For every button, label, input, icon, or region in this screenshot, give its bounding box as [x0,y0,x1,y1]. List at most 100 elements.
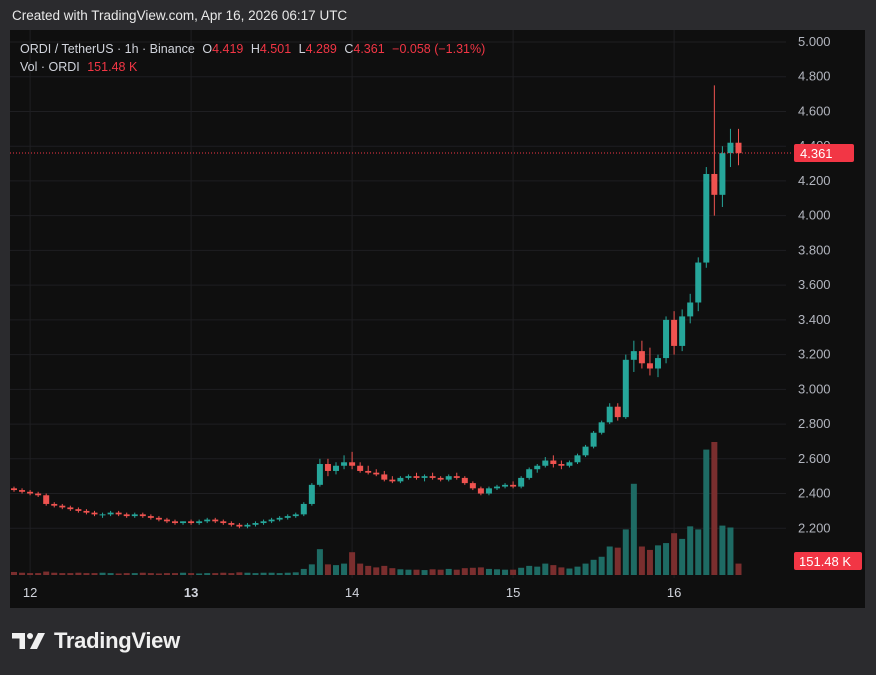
volume-bar [300,568,307,575]
candle-body [349,462,356,466]
volume-bar [526,565,533,575]
candle-body [19,490,26,492]
volume-bar [91,573,98,575]
volume-bar [349,552,356,575]
candle-body [67,507,74,510]
last-volume-tag [794,552,862,570]
candle-body [91,512,98,515]
low-value: 4.289 [305,42,337,56]
volume-bar [188,573,195,575]
volume-bar [703,449,710,575]
y-axis-label: 4.600 [798,103,831,118]
candle-body [719,153,726,195]
candle-body [59,505,66,508]
y-axis-label: 2.800 [798,416,831,431]
volume-bar [212,573,219,575]
legend-ohlc-row: ORDI / TetherUS · 1h · Binance O4.419 H4… [20,40,485,58]
volume-bar [638,546,645,575]
volume-bar [333,565,339,575]
y-axis-label: 3.000 [798,381,831,396]
volume-bar [260,572,267,575]
candle-body [711,173,718,195]
candle-body [510,484,517,487]
volume-bar [671,533,678,575]
volume-bar [244,572,251,575]
legend-volume-row: Vol · ORDI 151.48 K [20,58,485,76]
candle-body [598,422,605,433]
candle-body [485,488,492,494]
y-axis-label: 3.200 [798,347,831,362]
candle-body [437,477,444,480]
volume-bar [598,556,605,575]
candle-body [244,524,251,527]
close-value: 4.361 [353,42,385,56]
volume-bar [11,571,17,575]
volume-bar [453,569,460,575]
x-axis-label: 16 [667,585,681,600]
volume-bar [646,549,653,575]
candle-body [655,358,661,369]
y-axis-label: 4.800 [798,69,831,84]
candle-body [606,406,613,423]
candle-body [35,493,42,496]
y-axis-label: 2.200 [798,520,831,535]
volume-bar [542,563,549,575]
candle-body [534,465,541,470]
candle-body [333,465,339,471]
volume-bar [204,573,211,575]
candle-body [212,519,219,522]
volume-bar [534,566,541,575]
volume-bar [147,573,154,575]
x-axis-label: 15 [506,585,520,600]
volume-bar [19,572,26,575]
candle-body [276,517,283,520]
candle-body [180,521,187,524]
candle-body [131,514,138,517]
volume-bar [220,572,227,575]
tradingview-logo[interactable]: TradingView [12,628,180,654]
candle-body [236,524,243,527]
candle-body [582,446,589,456]
tradingview-brand: TradingView [54,628,180,653]
candle-body [518,477,525,487]
high-label: H [250,42,260,56]
y-axis-label: 3.600 [798,277,831,292]
candle-body [188,521,195,524]
candle-body [638,351,645,364]
volume-bar [510,569,517,575]
candle-body [139,514,146,517]
chart-panel[interactable]: 5.0004.8004.6004.4004.2004.0003.8003.600… [10,30,865,608]
symbol-label[interactable]: ORDI / TetherUS · 1h · Binance [20,42,195,56]
volume-bar [485,568,492,575]
volume-bar [196,573,203,575]
candle-body [671,319,678,346]
volume-bar [421,570,428,575]
volume-bar [477,567,484,575]
candle-body [11,488,17,491]
volume-bar [389,568,396,575]
volume-bar [663,543,670,575]
volume-bar [614,547,621,575]
volume-bar [558,567,565,575]
volume-bar [373,567,380,575]
candle-body [646,363,653,369]
volume-label[interactable]: Vol · ORDI [20,60,80,74]
candle-body [526,469,533,478]
y-axis-label: 4.200 [798,173,831,188]
volume-bar [341,563,348,575]
volume-bar [43,571,50,575]
created-with-header: Created with TradingView.com, Apr 16, 20… [12,8,348,23]
candle-body [204,519,211,522]
close-label: C [344,42,354,56]
volume-bar [123,573,130,575]
volume-bar [83,573,90,575]
volume-bar [292,572,299,575]
candle-body [284,516,291,518]
candlestick-chart[interactable]: 5.0004.8004.6004.4004.2004.0003.8003.600… [10,30,865,608]
volume-bar [67,573,74,575]
volume-bar [655,545,661,575]
candle-body [687,302,694,317]
candle-body [268,519,275,522]
candle-body [630,351,637,360]
volume-bar [518,567,525,575]
